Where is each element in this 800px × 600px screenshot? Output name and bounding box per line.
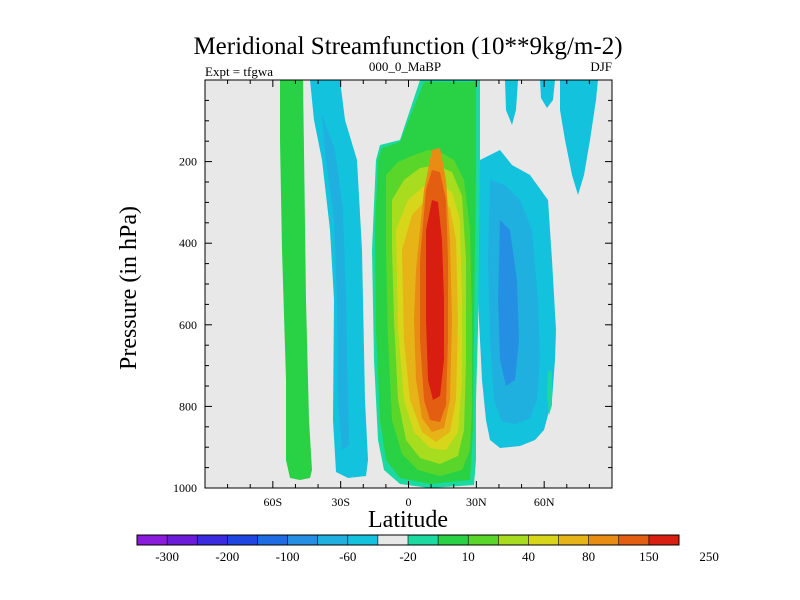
colorbar-label: 80 <box>582 549 595 564</box>
colorbar-label: -100 <box>276 549 300 564</box>
colorbar-swatch <box>528 535 559 545</box>
contour-sh-negative-inner <box>322 115 349 450</box>
contour-nh-ferrel-core <box>498 220 519 386</box>
y-axis-ticks: 200 400 600 800 1000 <box>173 99 612 495</box>
colorbar-swatch <box>468 535 499 545</box>
contour-nh-polar-negative <box>560 80 598 195</box>
colorbar: -300 -200 -100 -60 -20 10 40 80 150 250 <box>136 534 719 564</box>
plot-area: 60S 30S 0 30N 60N 200 400 600 800 1000 <box>173 79 613 509</box>
y-tick-label: 200 <box>179 155 197 169</box>
contour-nh-polar-small <box>505 80 518 125</box>
colorbar-swatch <box>167 535 198 545</box>
colorbar-swatch <box>257 535 288 545</box>
x-tick-label: 60S <box>263 495 282 509</box>
contour-sh-positive-band <box>280 80 312 480</box>
contour-hadley-250 <box>426 200 444 400</box>
colorbar-label: -200 <box>215 549 239 564</box>
x-tick-label: 60N <box>534 495 555 509</box>
y-tick-label: 800 <box>179 399 197 413</box>
colorbar-label: 40 <box>522 549 535 564</box>
experiment-label: Expt = tfgwa <box>205 64 273 79</box>
season-label: DJF <box>590 59 612 74</box>
colorbar-label: 150 <box>639 549 659 564</box>
colorbar-swatch <box>648 535 680 545</box>
time-label: 000_0_MaBP <box>369 59 441 74</box>
x-tick-label: 30N <box>466 495 487 509</box>
colorbar-label: -20 <box>399 549 416 564</box>
colorbar-swatch <box>137 535 168 545</box>
colorbar-swatch <box>287 535 318 545</box>
colorbar-swatch <box>197 535 228 545</box>
colorbar-swatch <box>618 535 650 545</box>
colorbar-swatch <box>317 535 349 545</box>
y-tick-label: 400 <box>179 236 197 250</box>
colorbar-swatch <box>227 535 258 545</box>
y-tick-label: 600 <box>179 318 197 332</box>
colorbar-label: -300 <box>155 549 179 564</box>
y-tick-label: 1000 <box>173 481 197 495</box>
colorbar-swatch <box>347 535 379 545</box>
colorbar-swatch <box>558 535 589 545</box>
chart-title: Meridional Streamfunction (10**9kg/m-2) <box>193 33 622 60</box>
colorbar-swatch <box>377 535 409 545</box>
y-axis-label: Pressure (in hPa) <box>116 206 142 370</box>
colorbar-swatch <box>498 535 529 545</box>
colorbar-label: -60 <box>339 549 356 564</box>
colorbar-frame <box>136 534 680 546</box>
contour-nh-small-positive <box>547 370 552 415</box>
colorbar-label: 250 <box>699 549 719 564</box>
colorbar-swatch <box>588 535 620 545</box>
colorbar-swatch <box>438 535 469 545</box>
x-axis-label: Latitude <box>368 507 448 533</box>
x-tick-label: 0 <box>406 495 412 509</box>
colorbar-swatch <box>408 535 439 545</box>
x-tick-label: 30S <box>331 495 350 509</box>
colorbar-label: 10 <box>462 549 475 564</box>
x-axis-ticks: 60S 30S 0 30N 60N <box>227 80 590 509</box>
